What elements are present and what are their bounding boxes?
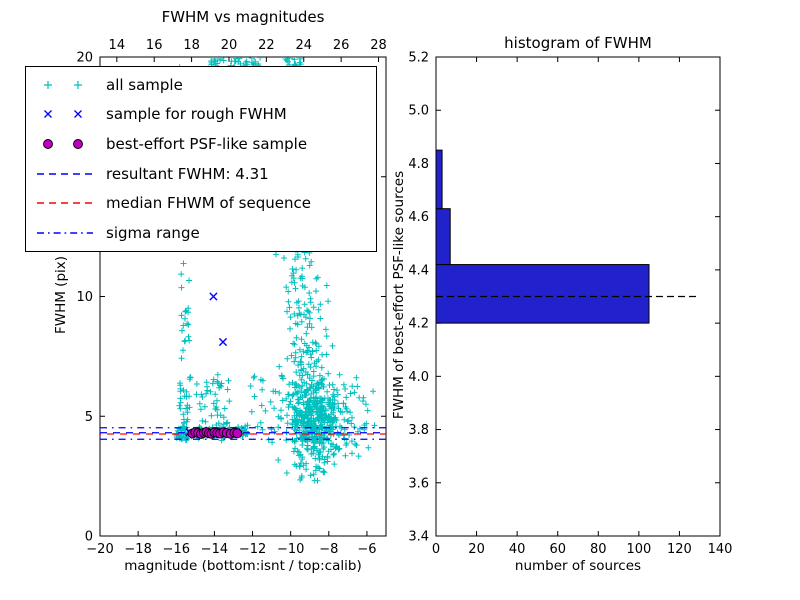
left-plot-data — [100, 57, 386, 484]
legend-item-label: median FHWM of sequence — [106, 194, 311, 213]
legend-marker-dashed-line — [37, 202, 93, 205]
left-xtick-label: −14 — [201, 542, 228, 557]
right-x-axis-label: number of sources — [514, 558, 642, 574]
right-xtick-label: 100 — [626, 542, 651, 557]
right-y-axis-label: FWHM of best-effort PSF-like sources — [391, 170, 407, 420]
left-top-tick-label: 26 — [333, 38, 350, 53]
right-ytick-label: 5.2 — [408, 51, 429, 66]
legend-item-label: best-effort PSF-like sample — [106, 135, 308, 154]
right-plot-title: histogram of FWHM — [504, 34, 652, 52]
legend-item-label: resultant FWHM: 4.31 — [106, 164, 269, 183]
left-xtick-label: −8 — [319, 542, 338, 557]
right-ytick-label: 4.0 — [408, 370, 429, 385]
left-ytick-label: 20 — [76, 51, 93, 66]
legend-marker-circle-pair — [43, 139, 83, 150]
legend-item: best-effort PSF-like sample — [34, 130, 372, 158]
left-top-tick-label: 14 — [109, 38, 126, 53]
legend-marker-dashdot-line — [37, 232, 93, 234]
left-top-tick-label: 28 — [370, 38, 387, 53]
left-xtick-label: −16 — [163, 542, 190, 557]
right-xtick-label: 140 — [708, 542, 733, 557]
left-ytick-label: 0 — [85, 530, 93, 545]
right-xtick-label: 80 — [590, 542, 607, 557]
right-ytick-label: 3.4 — [408, 530, 429, 545]
right-ytick-label: 4.6 — [408, 210, 429, 225]
legend-item-label: sigma range — [106, 224, 200, 243]
left-top-tick-label: 16 — [146, 38, 163, 53]
legend: all sample sample for rough FWHM best-effo… — [25, 66, 377, 252]
left-axes: −20 −18 −16 −14 −12 −10 −8 −6 14 16 18 20 22 24 26 28 0 5… — [76, 38, 386, 557]
scatter-rough-fwhm-sample — [185, 292, 241, 438]
left-top-tick-label: 24 — [295, 38, 312, 53]
scatter-psf-like-sample — [187, 427, 243, 439]
left-xtick-label: −12 — [239, 542, 266, 557]
right-ytick-label: 3.8 — [408, 423, 429, 438]
right-xtick-label: 120 — [667, 542, 692, 557]
legend-marker-plus-pair — [44, 80, 82, 89]
legend-marker-x-pair — [44, 110, 82, 119]
left-xtick-label: −18 — [124, 542, 151, 557]
right-ytick-label: 4.8 — [408, 157, 429, 172]
hist-bar — [436, 208, 451, 266]
left-top-tick-label: 18 — [183, 38, 200, 53]
left-xtick-label: −6 — [357, 542, 376, 557]
legend-item: median FHWM of sequence — [34, 189, 372, 217]
left-top-tick-label: 20 — [221, 38, 238, 53]
right-ytick-label: 5.0 — [408, 104, 429, 119]
legend-item-label: all sample — [106, 75, 183, 94]
legend-item: sigma range — [34, 219, 372, 247]
legend-item: all sample — [34, 71, 372, 99]
hist-bar — [436, 149, 443, 210]
right-xtick-label: 40 — [509, 542, 526, 557]
legend-item: resultant FWHM: 4.31 — [34, 160, 372, 188]
left-plot-title: FWHM vs magnitudes — [161, 8, 325, 26]
left-top-tick-label: 22 — [258, 38, 275, 53]
legend-item-label: sample for rough FWHM — [106, 105, 287, 124]
left-xtick-label: −10 — [277, 542, 304, 557]
right-ytick-label: 4.4 — [408, 263, 429, 278]
left-ytick-label: 10 — [76, 290, 93, 305]
hist-bar — [436, 264, 650, 324]
left-xtick-label: −20 — [86, 542, 113, 557]
right-xtick-label: 20 — [468, 542, 485, 557]
right-ytick-label: 3.6 — [408, 476, 429, 491]
right-xtick-label: 60 — [549, 542, 566, 557]
right-xtick-label: 0 — [432, 542, 440, 557]
left-ytick-label: 5 — [85, 410, 93, 425]
right-plot-data — [436, 149, 700, 324]
left-x-axis-label: magnitude (bottom:isnt / top:calib) — [124, 558, 362, 574]
legend-item: sample for rough FWHM — [34, 100, 372, 128]
right-ytick-label: 4.2 — [408, 317, 429, 332]
legend-marker-dashed-line — [37, 173, 93, 175]
